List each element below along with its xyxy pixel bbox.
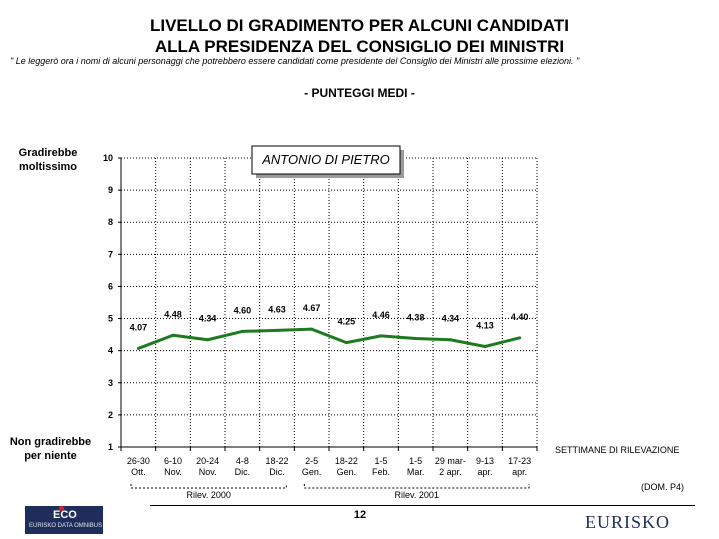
group-bracket: [130, 484, 287, 489]
data-point: [240, 329, 244, 333]
x-tick-label: Feb.: [372, 467, 390, 477]
data-label: 4.07: [130, 322, 148, 332]
y-tick-label: 5: [108, 314, 113, 324]
y-axis-bottom-label-line2: per niente: [24, 450, 77, 462]
data-point: [275, 328, 279, 332]
data-label: 4.60: [234, 305, 252, 315]
y-tick-label: 9: [108, 185, 113, 195]
y-tick-label: 8: [108, 217, 113, 227]
y-tick-label: 3: [108, 378, 113, 388]
y-axis-bottom-label: Non gradirebbe per niente: [3, 435, 98, 463]
title-line-1: LIVELLO DI GRADIMENTO PER ALCUNI CANDIDA…: [149, 16, 569, 35]
x-tick-label: 2 apr.: [439, 467, 462, 477]
x-tick-label: Gen.: [302, 467, 322, 477]
x-tick-label: 4-8: [236, 456, 249, 466]
x-tick-label: Mar.: [407, 467, 425, 477]
question-note: " Le leggerò ora i nomi di alcuni person…: [10, 56, 580, 66]
series-line: [137, 327, 521, 350]
x-tick-label: 6-10: [164, 456, 182, 466]
data-label: 4.34: [199, 314, 217, 324]
x-tick-label: Gen.: [337, 467, 357, 477]
y-tick-label: 10: [103, 153, 113, 163]
data-point: [136, 346, 140, 350]
x-tick-label: Dic.: [235, 467, 251, 477]
data-point: [414, 336, 418, 340]
data-point: [171, 333, 175, 337]
x-tick-label: 29 mar-: [435, 456, 466, 466]
x-tick-label: apr.: [477, 467, 492, 477]
x-tick-label: 2-5: [305, 456, 318, 466]
data-label: 4.46: [372, 310, 390, 320]
eco-logo-subtext: EURISKO DATA OMNIBUS: [29, 523, 103, 529]
source-note: (DOM. P4): [641, 482, 685, 492]
eurisko-logo: EURISKO: [585, 512, 671, 532]
x-tick-label: 26-30: [127, 456, 150, 466]
data-point: [379, 334, 383, 338]
y-tick-label: 4: [108, 346, 113, 356]
x-tick-label: 1-5: [374, 456, 387, 466]
y-axis-top-label-line1: Gradirebbe: [18, 147, 78, 159]
x-tick-label: 20-24: [196, 456, 219, 466]
x-tick-label: apr.: [512, 467, 527, 477]
x-tick-label: Dic.: [269, 467, 285, 477]
eco-logo: ECO EURISKO DATA OMNIBUS: [25, 506, 103, 534]
data-point: [448, 338, 452, 342]
data-label: 4.25: [338, 317, 356, 327]
x-tick-label: 18-22: [265, 456, 288, 466]
data-label: 4.38: [407, 312, 425, 322]
x-tick-label: Nov.: [164, 467, 182, 477]
data-point: [344, 341, 348, 345]
y-axis-bottom-label-line1: Non gradirebbe: [9, 436, 92, 448]
y-tick-label: 7: [108, 249, 113, 259]
group-label: Rilev. 2001: [394, 490, 438, 500]
chart-title-box: [251, 145, 401, 175]
data-label: 4.34: [442, 314, 460, 324]
eco-logo-text: ECO: [53, 509, 77, 521]
y-tick-label: 2: [108, 410, 113, 420]
logo-dot-icon: [59, 506, 64, 511]
data-point: [206, 338, 210, 342]
group-label: Rilev. 2000: [186, 490, 230, 500]
page-number: 12: [353, 509, 367, 521]
x-tick-label: 1-5: [409, 456, 422, 466]
x-tick-label: Ott.: [131, 467, 146, 477]
data-label: 4.13: [476, 320, 494, 330]
y-axis-top-label-line2: moltissimo: [18, 161, 78, 173]
data-label: 4.48: [164, 309, 182, 319]
title-line-2: ALLA PRESIDENZA DEL CONSIGLIO DEI MINIST…: [154, 37, 565, 56]
data-point: [310, 327, 314, 331]
y-tick-label: 1: [108, 442, 113, 452]
chart-title: ANTONIO DI PIETRO: [261, 152, 390, 167]
x-tick-label: 9-13: [476, 456, 494, 466]
y-tick-label: 6: [108, 281, 113, 291]
footer-divider: [150, 505, 695, 506]
x-tick-label: 18-22: [335, 456, 358, 466]
x-tick-label: Nov.: [199, 467, 217, 477]
x-tick-label: 17-23: [508, 456, 531, 466]
group-bracket: [303, 484, 530, 489]
y-axis-top-label: Gradirebbe moltissimo: [8, 146, 88, 174]
data-label: 4.40: [511, 312, 529, 322]
data-label: 4.63: [268, 304, 286, 314]
data-label: 4.67: [303, 303, 321, 313]
data-point: [483, 344, 487, 348]
chart-subtitle: - PUNTEGGI MEDI -: [304, 86, 415, 100]
data-point: [518, 336, 522, 340]
x-axis-title: SETTIMANE DI RILEVAZIONE: [555, 445, 680, 455]
